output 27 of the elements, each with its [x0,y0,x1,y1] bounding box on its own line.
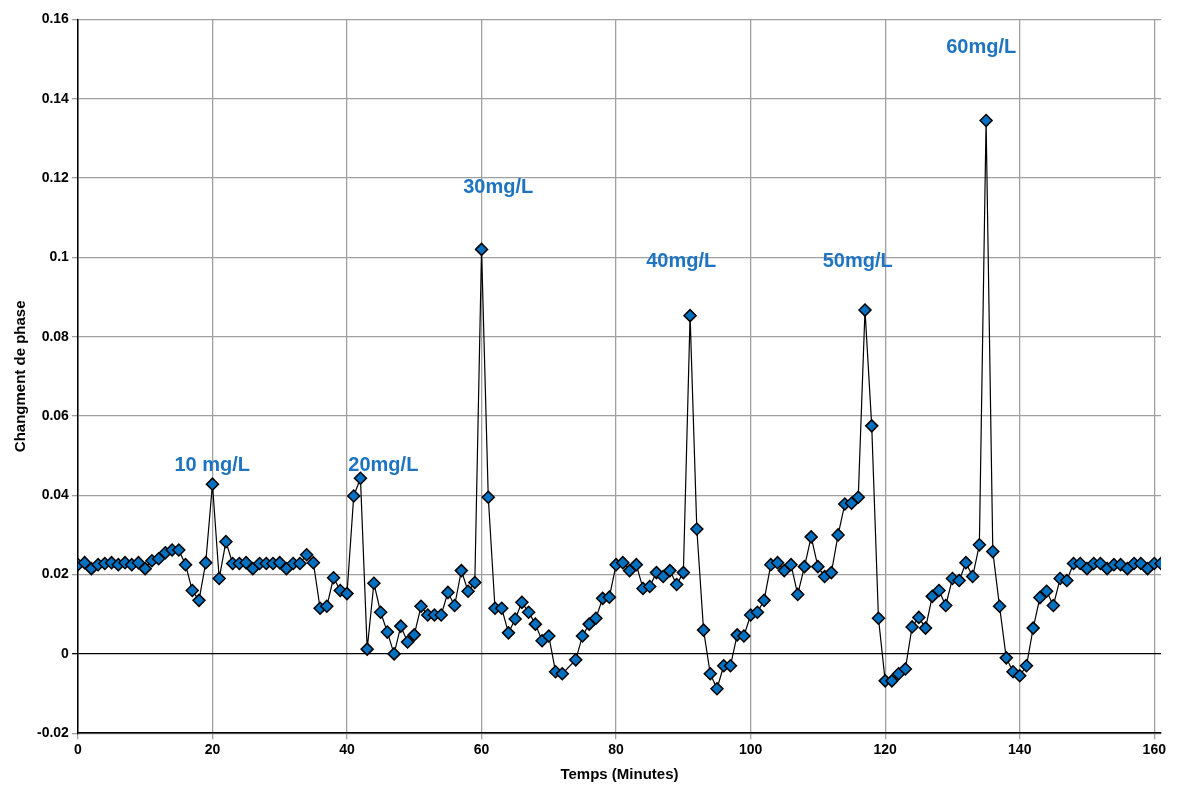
y-tick-label: -0.02 [36,724,70,741]
x-tick-label: 20 [204,741,221,758]
annotation: 10 mg/L [174,453,250,476]
x-tick-label: 120 [873,741,898,758]
annotation: 60mg/L [946,34,1017,57]
x-tick-label: 80 [608,741,625,758]
annotation: 30mg/L [463,175,534,198]
y-tick-label: 0.14 [41,89,70,106]
annotation: 50mg/L [822,248,893,271]
x-tick-label: 140 [1008,741,1032,758]
x-tick-label: 160 [1142,741,1167,758]
x-tick-label: 60 [473,741,490,758]
annotation: 40mg/L [646,248,717,271]
y-tick-label: 0.04 [41,486,70,503]
y-tick-label: 0.08 [41,327,70,344]
annotation: 20mg/L [348,453,419,476]
x-axis-title: Temps (Minutes) [560,765,679,783]
y-tick-label: 0 [61,644,70,661]
x-tick-label: 100 [738,741,763,758]
y-tick-label: 0.16 [41,10,70,27]
y-tick-label: 0.1 [49,248,70,265]
y-tick-label: 0.06 [41,406,70,423]
x-tick-label: 40 [339,741,355,758]
y-axis-title: Changment de phase [11,300,29,453]
y-tick-label: 0.02 [41,565,70,582]
y-tick-label: 0.12 [41,168,70,185]
x-tick-label: 0 [74,741,83,758]
